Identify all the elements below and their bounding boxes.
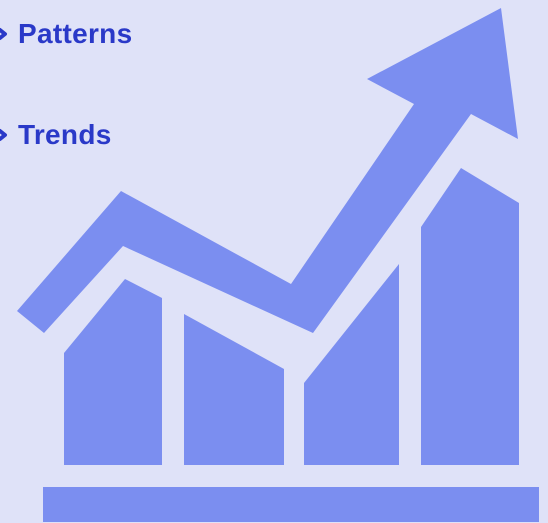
chart-bar-4 — [421, 168, 519, 465]
chevron-right-icon — [0, 118, 10, 152]
chart-bar-1 — [64, 279, 162, 465]
bullet-label-trends: Trends — [18, 119, 112, 150]
bullet-label-patterns: Patterns — [18, 18, 133, 49]
chart-bar-2 — [184, 314, 284, 465]
chart-baseline — [43, 487, 539, 522]
trend-arrow — [17, 8, 518, 333]
bullet-item-trends: Trends — [0, 118, 112, 152]
chevron-right-icon — [0, 17, 10, 51]
bullet-item-patterns: Patterns — [0, 17, 132, 51]
chart-bar-3 — [304, 264, 399, 465]
